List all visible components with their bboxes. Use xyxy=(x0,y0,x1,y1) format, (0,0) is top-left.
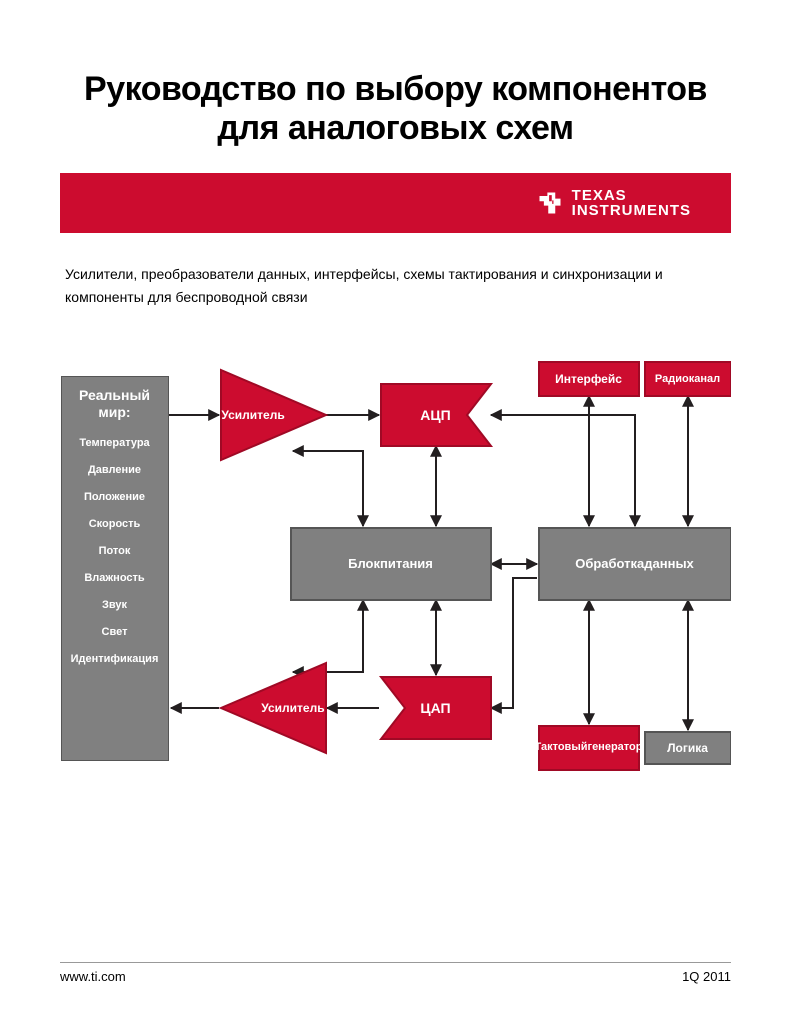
node-dsp xyxy=(539,528,731,600)
node-psu xyxy=(291,528,491,600)
edge-dsp-dac xyxy=(491,578,537,708)
node-logic xyxy=(645,732,731,764)
subtitle-text: Усилители, преобразователи данных, интер… xyxy=(60,263,731,308)
node-interface xyxy=(539,362,639,396)
edge-adc-dsp_top xyxy=(491,415,635,526)
edge-amp_top-psu xyxy=(293,451,363,526)
page-footer: www.ti.com 1Q 2011 xyxy=(60,962,731,984)
edge-psu-amp_bot xyxy=(293,600,363,672)
node-clock xyxy=(539,726,639,770)
ti-logo: TEXAS INSTRUMENTS xyxy=(536,188,691,218)
node-amp_top xyxy=(221,370,326,460)
brand-bottom: INSTRUMENTS xyxy=(572,203,691,218)
title-line-2: для аналоговых схем xyxy=(217,109,573,147)
page-title: Руководство по выбору компонентов для ан… xyxy=(60,70,731,148)
node-amp_bot xyxy=(221,663,326,753)
footer-quarter: 1Q 2011 xyxy=(682,969,731,984)
block-diagram: Реальный мир: ТемператураДавлениеПоложен… xyxy=(61,338,731,818)
title-line-1: Руководство по выбору компонентов xyxy=(84,70,707,108)
footer-url: www.ti.com xyxy=(60,969,126,984)
node-adc xyxy=(381,384,491,446)
brand-banner: TEXAS INSTRUMENTS xyxy=(60,173,731,233)
node-dac xyxy=(381,677,491,739)
ti-chip-icon xyxy=(536,189,564,217)
node-radio xyxy=(645,362,731,396)
brand-top: TEXAS xyxy=(572,188,691,203)
